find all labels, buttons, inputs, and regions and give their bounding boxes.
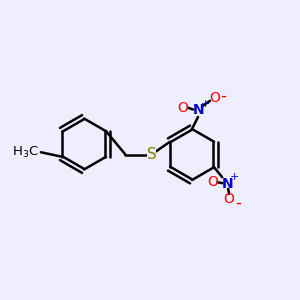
Text: S: S <box>147 147 156 162</box>
Text: -: - <box>220 86 226 104</box>
Text: O: O <box>209 91 220 105</box>
Text: O: O <box>224 192 235 206</box>
Text: +: + <box>230 172 239 182</box>
Text: N: N <box>222 177 233 191</box>
Text: O: O <box>207 175 218 189</box>
Text: O: O <box>178 101 188 115</box>
Text: $\mathregular{H_3C}$: $\mathregular{H_3C}$ <box>12 145 38 160</box>
Text: -: - <box>236 194 242 211</box>
Text: N: N <box>193 103 204 117</box>
Text: +: + <box>200 99 210 109</box>
